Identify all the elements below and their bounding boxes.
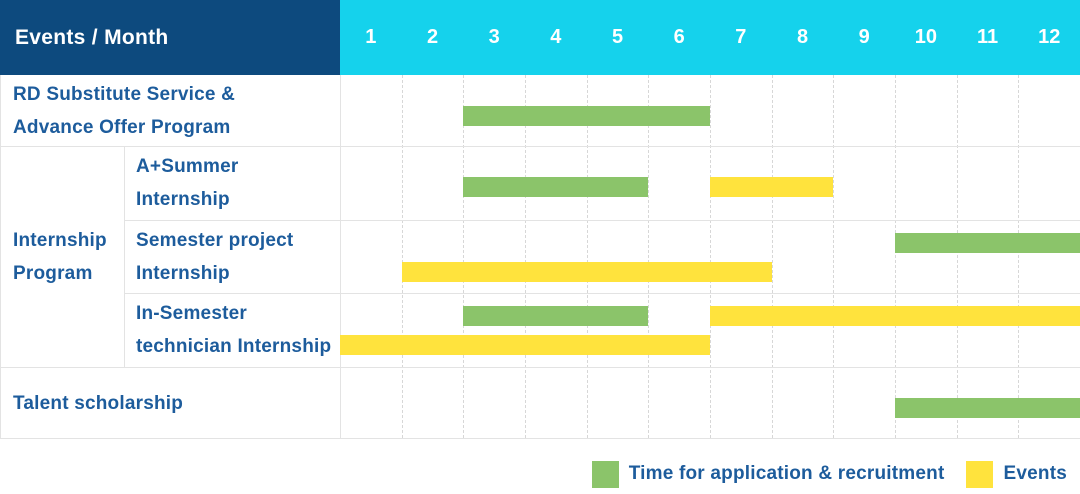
row-separator [0,438,1080,439]
gantt-bar-green [463,177,649,197]
table-left-border [0,75,1,438]
row-separator [0,367,1080,368]
gantt-bar-green [895,233,1080,253]
row-label-line: Semester project [136,229,294,251]
green-swatch-icon [591,460,619,488]
month-header-cell: 2 [426,26,439,48]
month-header-cell: 6 [673,26,685,48]
row-label-semester-project-internship: Semester project Internship [136,220,293,293]
gantt-bar-green [463,306,649,326]
month-gridline [401,75,403,438]
row-label-a-plus-summer-internship: A+Summer Internship [136,146,238,220]
month-header-row: 1 2 3 4 5 6 7 8 9 10 11 12 [340,0,1080,75]
row-label-rd-substitute-service: RD Substitute Service & Advance Offer Pro… [13,75,235,146]
month-gridline [1018,75,1020,438]
month-header-cell: 12 [1038,26,1061,48]
month-header-cell: 7 [735,26,747,48]
row-separator [0,146,1080,147]
month-header-cell: 11 [976,26,999,48]
month-header-cell: 9 [858,26,870,48]
gantt-bar-yellow [340,335,710,355]
gantt-bar-green [463,106,710,126]
month-header-cell: 5 [611,26,624,48]
group-label-line: Internship [13,229,107,251]
gantt-bar-yellow [710,177,834,197]
month-gridline [525,75,526,438]
row-separator [124,220,1080,221]
gantt-bar-green [895,398,1080,418]
legend-label: Events [1003,463,1067,484]
label-chart-divider [340,75,341,438]
row-separator [124,293,1080,294]
month-gridline [463,75,465,438]
month-gridline [956,75,958,438]
month-header-cell: 4 [550,26,562,48]
month-gridline [895,75,896,438]
group-sublabel-divider [124,146,125,367]
month-header-cell: 10 [914,26,937,48]
row-label-talent-scholarship: Talent scholarship [13,367,183,439]
month-gridline [586,75,588,438]
row-label-line: A+Summer [136,156,239,177]
yellow-swatch-icon [966,460,994,488]
month-gridline [710,75,711,438]
gantt-bar-yellow [710,306,1080,326]
group-label-line: Program [13,262,93,284]
row-label-line: Internship [136,189,230,210]
row-label-line: RD Substitute Service & [13,83,236,105]
row-label-line: Advance Offer Program [13,116,231,138]
legend-label: Time for application & recruitment [628,463,945,484]
row-label-line: Internship [136,262,230,284]
group-label-internship-program: Internship Program [13,146,107,367]
row-label-line: Talent scholarship [13,392,184,414]
legend: Time for application & recruitment Events [591,455,1067,493]
table-title: Events / Month [0,0,340,75]
legend-item-green: Time for application & recruitment [591,460,945,488]
month-header-cell: 3 [488,26,500,48]
row-label-line: technician Internship [136,336,332,357]
gantt-bar-yellow [401,262,772,282]
month-gridline [833,75,835,438]
month-header-cell: 8 [796,26,809,48]
row-label-in-semester-technician-internship: In-Semester technician Internship [136,293,331,367]
month-gridline [771,75,773,438]
month-gridline [648,75,650,438]
row-label-line: In-Semester [136,303,247,324]
month-header-cell: 1 [365,26,377,48]
legend-item-yellow: Events [966,460,1067,488]
